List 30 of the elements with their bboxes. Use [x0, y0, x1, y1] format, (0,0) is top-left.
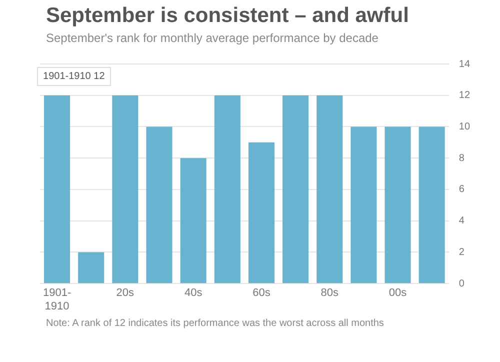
y-tick-label: 8	[458, 152, 465, 164]
y-tick-label: 6	[458, 184, 465, 196]
y-tick-label: 2	[458, 246, 465, 258]
bar	[112, 95, 138, 284]
x-tick-label: 60s	[252, 287, 271, 300]
y-tick-label: 14	[458, 58, 470, 70]
bar	[418, 126, 445, 284]
bar	[44, 95, 70, 284]
bar	[180, 158, 206, 284]
bar	[146, 126, 172, 284]
bar	[78, 252, 104, 284]
y-tick-label: 0	[458, 278, 465, 290]
bar	[384, 126, 411, 284]
bar	[282, 95, 309, 284]
text: Note: A rank of 12 indicates its performance was the worst across all months	[46, 318, 384, 329]
x-tick-label: 80s	[320, 287, 339, 300]
bar	[316, 95, 343, 284]
annotation: 1901-1910 12	[37, 67, 111, 86]
y-tick-label: 4	[458, 216, 465, 227]
x-tick-label: 00s	[388, 287, 408, 300]
y-tick-label: 12	[458, 90, 470, 102]
bar	[214, 95, 240, 284]
chart-title: September is consistent – and awful	[46, 4, 409, 28]
y-tick-label: 10	[458, 121, 470, 132]
chart-subtitle: September's rank for monthly average performance by decade	[46, 31, 378, 45]
bar	[350, 126, 377, 284]
x-tick-label: 20s	[116, 287, 135, 300]
x-tick-label: 1901-1910	[42, 287, 72, 312]
x-tick-label: 40s	[184, 287, 203, 300]
bar	[248, 142, 274, 284]
